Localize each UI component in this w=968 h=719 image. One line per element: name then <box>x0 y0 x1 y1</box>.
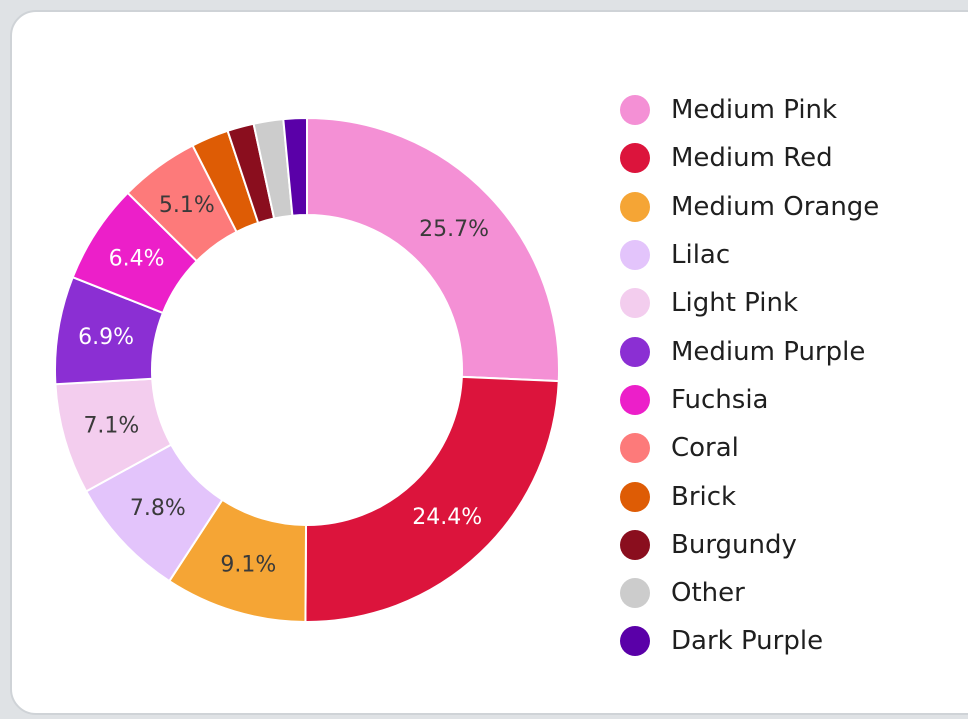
chart-legend: Medium Pink Medium Red Medium Orange Lilac L… <box>620 86 879 666</box>
legend-item[interactable]: Medium Purple <box>620 327 879 375</box>
slice-value-label: 9.1% <box>220 552 276 577</box>
legend-label: Fuchsia <box>671 384 769 415</box>
legend-swatch <box>620 336 650 367</box>
legend-swatch <box>620 384 650 415</box>
legend-item[interactable]: Dark Purple <box>620 617 879 665</box>
legend-swatch <box>620 481 650 512</box>
legend-item[interactable]: Light Pink <box>620 279 879 327</box>
legend-label: Medium Purple <box>671 336 866 367</box>
legend-swatch <box>620 143 650 174</box>
slice-value-label: 6.4% <box>109 246 165 271</box>
legend-swatch <box>620 433 650 464</box>
slice-value-label: 7.8% <box>130 496 186 521</box>
legend-label: Medium Red <box>671 143 833 174</box>
legend-item[interactable]: Medium Pink <box>620 86 879 134</box>
legend-item[interactable]: Burgundy <box>620 521 879 569</box>
legend-swatch <box>620 240 650 271</box>
legend-swatch <box>620 95 650 126</box>
slice-value-label: 7.1% <box>83 414 139 439</box>
legend-item[interactable]: Other <box>620 569 879 617</box>
legend-label: Medium Orange <box>671 191 880 222</box>
legend-item[interactable]: Brick <box>620 472 879 520</box>
legend-label: Coral <box>671 433 739 464</box>
legend-item[interactable]: Fuchsia <box>620 376 879 424</box>
slice-value-label: 25.7% <box>419 217 489 242</box>
legend-swatch <box>620 288 650 319</box>
donut-slice[interactable] <box>282 116 308 217</box>
legend-item[interactable]: Medium Red <box>620 134 879 182</box>
legend-label: Medium Pink <box>671 95 838 126</box>
legend-label: Dark Purple <box>671 626 824 657</box>
slice-value-label: 5.1% <box>159 193 215 218</box>
legend-item[interactable]: Coral <box>620 424 879 472</box>
legend-label: Light Pink <box>671 288 799 319</box>
legend-item[interactable]: Medium Orange <box>620 183 879 231</box>
slice-value-label: 24.4% <box>412 505 482 530</box>
slice-value-label: 6.9% <box>78 325 134 350</box>
donut-slice[interactable] <box>306 116 560 383</box>
legend-swatch <box>620 529 650 560</box>
legend-label: Burgundy <box>671 529 797 560</box>
legend-swatch <box>620 578 650 609</box>
donut-slice[interactable] <box>304 375 560 623</box>
legend-label: Lilac <box>671 240 731 271</box>
legend-swatch <box>620 626 650 657</box>
legend-item[interactable]: Lilac <box>620 231 879 279</box>
legend-label: Brick <box>671 481 737 512</box>
legend-swatch <box>620 191 650 222</box>
legend-label: Other <box>671 578 745 609</box>
